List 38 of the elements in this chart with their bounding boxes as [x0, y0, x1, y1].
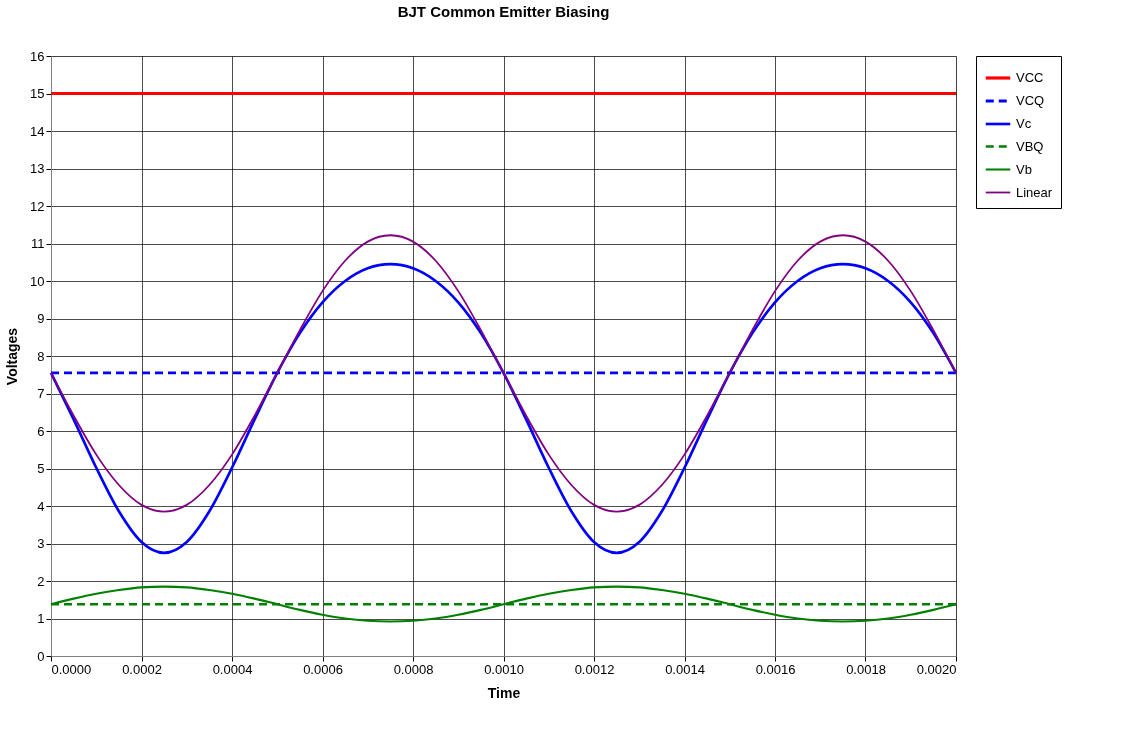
y-tick-label: 0	[37, 648, 45, 664]
y-tick-label: 16	[30, 48, 45, 64]
x-tick-label: 0.0004	[212, 661, 253, 677]
x-tick-label: 0.0012	[574, 661, 615, 677]
y-tick-label: 8	[37, 348, 45, 364]
y-tick-label: 5	[37, 461, 45, 476]
x-tick-label: 0.0002	[122, 661, 162, 677]
x-tick-label: 0.0018	[846, 661, 886, 677]
legend-label: VBQ	[1016, 138, 1044, 154]
legend-label: Vc	[1016, 116, 1032, 131]
legend-label: VCQ	[1016, 93, 1045, 108]
y-tick-label: 6	[37, 423, 45, 439]
x-tick-label: 0.0010	[484, 661, 524, 677]
y-tick-label: 7	[37, 386, 45, 401]
line-series	[50, 234, 957, 513]
y-tick-label: 11	[31, 236, 45, 251]
y-tick-label: 4	[37, 498, 45, 514]
y-tick-label: 13	[30, 161, 45, 176]
legend-label: Linear	[1016, 184, 1053, 200]
legend-label: Vb	[1016, 161, 1032, 177]
y-tick-label: 1	[37, 611, 45, 626]
y-tick-label: 10	[30, 273, 45, 289]
x-tick-label: 0.0008	[393, 661, 434, 677]
y-tick-label: 9	[37, 311, 45, 326]
x-tick-label: 0.0020	[916, 661, 957, 677]
legend-label: VCC	[1016, 70, 1044, 85]
x-tick-label: 0.0014	[665, 661, 705, 677]
y-tick-label: 15	[30, 86, 45, 101]
y-axis-title: Voltages	[4, 327, 21, 386]
y-tick-label: 12	[30, 198, 45, 214]
chart-title: BJT Common Emitter Biasing	[397, 3, 610, 20]
x-tick-label: 0.0006	[303, 661, 343, 677]
y-tick-label: 2	[37, 573, 45, 589]
x-axis-title: Time	[487, 684, 521, 701]
y-tick-label: 3	[37, 536, 45, 551]
x-tick-label: 0.0000	[51, 661, 92, 677]
x-tick-label: 0.0016	[755, 661, 796, 677]
y-tick-label: 14	[30, 123, 45, 139]
